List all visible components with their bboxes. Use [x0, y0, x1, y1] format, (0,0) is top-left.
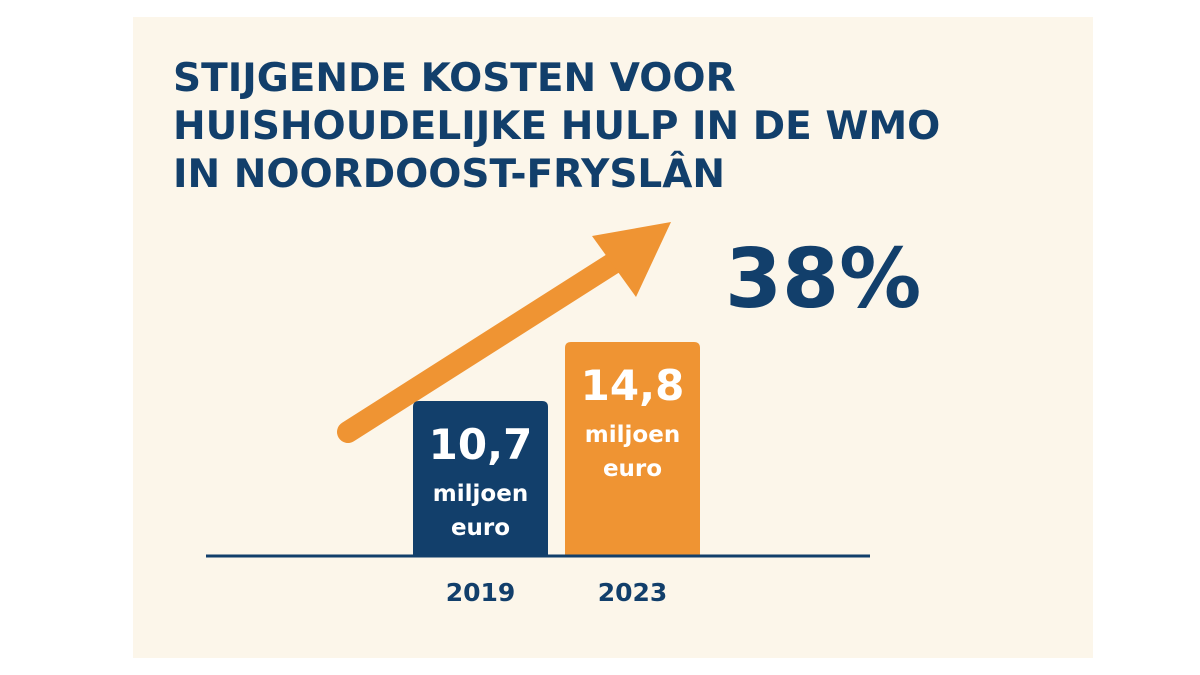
trend-arrow-head [592, 222, 671, 297]
chart-title-line-2: HUISHOUDELIJKE HULP IN DE WMO [173, 104, 940, 149]
bar-2019 [413, 401, 548, 556]
bar-value-label: 10,7 [429, 420, 533, 469]
bar-unit-label-line-2: euro [603, 456, 662, 482]
bar-value-label: 14,8 [581, 361, 685, 410]
trend-arrow-icon [337, 222, 671, 443]
chart-title-line-3: IN NOORDOOST-FRYSLÂN [173, 150, 725, 197]
infographic-card: STIJGENDE KOSTEN VOOR HUISHOUDELIJKE HUL… [133, 17, 1093, 658]
x-tick-label: 2019 [446, 578, 516, 607]
bar-2023 [565, 342, 700, 556]
increase-percentage-annotation: 38% [725, 232, 921, 327]
bar-unit-label-line-1: miljoen [585, 422, 680, 448]
bar-unit-label-line-1: miljoen [433, 481, 528, 507]
bars-group: 10,7 miljoen euro 2019 14,8 miljoen euro 2023 [413, 342, 700, 607]
trend-arrow-shaft [337, 246, 634, 443]
x-tick-label: 2023 [598, 578, 668, 607]
bar-unit-label-line-2: euro [451, 515, 510, 541]
cost-bar-chart: STIJGENDE KOSTEN VOOR HUISHOUDELIJKE HUL… [173, 56, 940, 607]
chart-title-line-1: STIJGENDE KOSTEN VOOR [173, 56, 736, 101]
